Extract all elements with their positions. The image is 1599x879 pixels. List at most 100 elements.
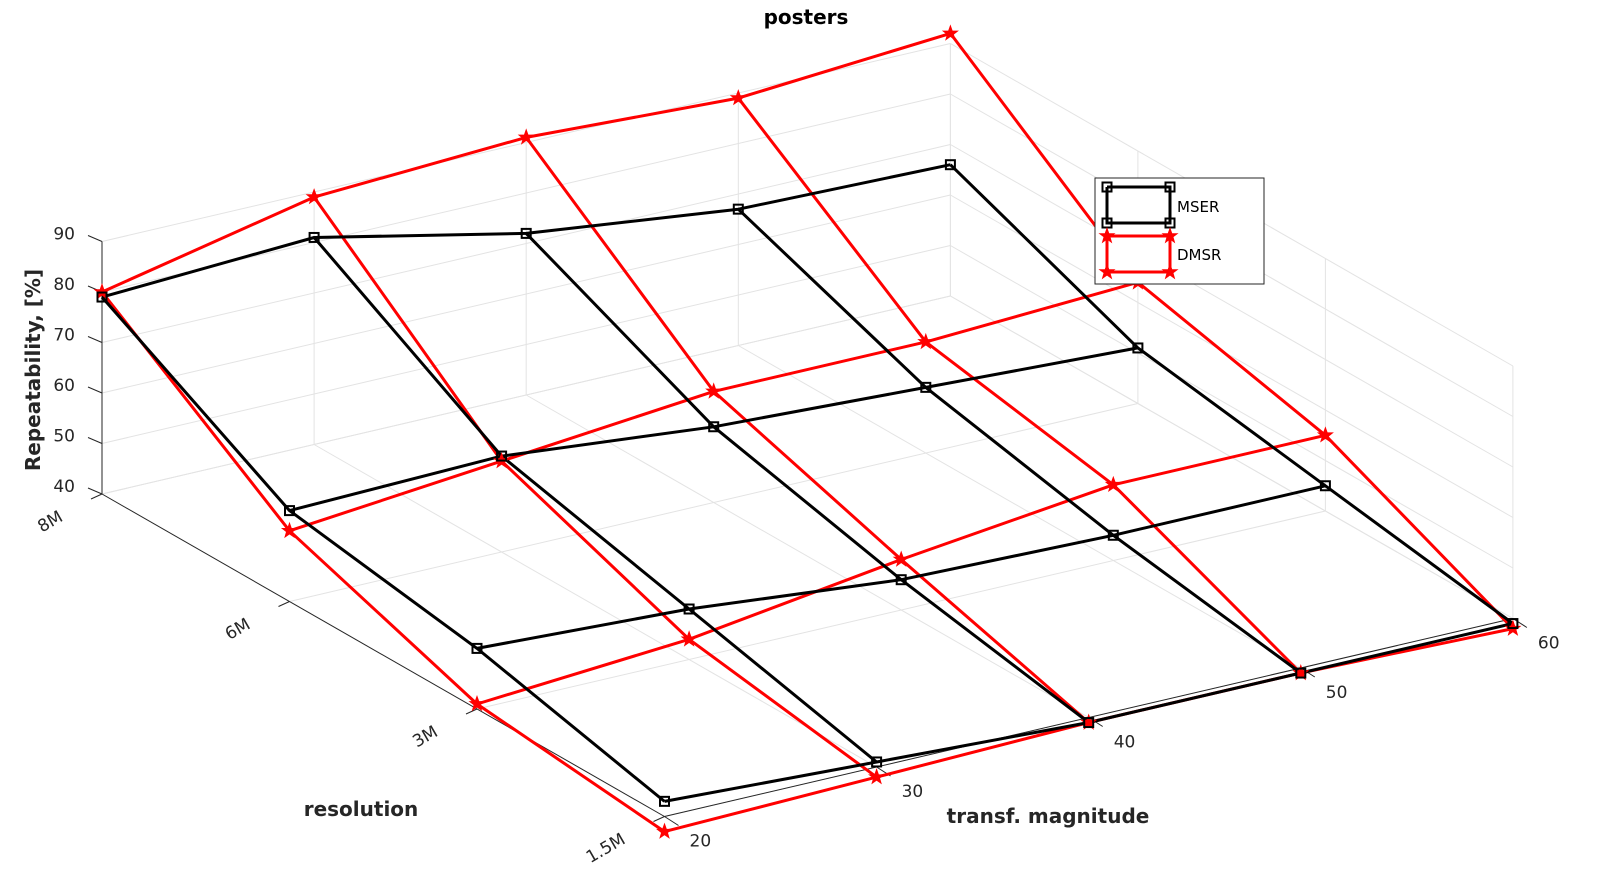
y-tick — [653, 816, 665, 822]
z-tick-label: 40 — [53, 477, 75, 497]
z-tick-label: 50 — [53, 427, 75, 447]
floor-grid-y — [289, 403, 1139, 602]
z-tick — [87, 386, 103, 394]
mser-point — [308, 231, 320, 243]
mser-row-line — [289, 346, 1139, 513]
mser-point — [496, 450, 508, 462]
mser-point — [96, 291, 108, 303]
chart-title: posters — [764, 5, 849, 29]
mser-point — [1507, 618, 1519, 630]
legend-marker-mser — [1101, 181, 1113, 193]
mser-column-line — [312, 236, 878, 764]
x-tick-label: 20 — [690, 832, 712, 852]
dmsr-point — [1316, 426, 1334, 443]
dmsr-column-line — [737, 97, 1302, 675]
x-tick-label: 40 — [1114, 733, 1136, 753]
dmsr-column-line — [524, 136, 1090, 724]
grid-lines — [101, 43, 1514, 817]
x-tick — [664, 816, 679, 826]
mser-point — [732, 203, 744, 215]
y-tick — [278, 601, 290, 607]
legend-box — [1094, 177, 1265, 285]
dmsr-point — [93, 282, 111, 300]
mser-point — [1319, 480, 1331, 492]
mser-row-line — [476, 484, 1326, 650]
axes — [87, 235, 1528, 826]
y-tick-label: 6M — [222, 615, 254, 645]
mser-point — [520, 227, 532, 239]
dmsr-point — [729, 89, 747, 106]
dmsr-point — [868, 768, 886, 785]
z-tick-label: 80 — [53, 275, 75, 295]
wall-grid-z — [101, 93, 951, 293]
wall-grid-z2 — [950, 144, 1514, 468]
markers-mser — [96, 159, 1519, 807]
mser-point — [708, 421, 720, 433]
mser-column-line — [737, 208, 1302, 675]
floor-grid-x — [525, 394, 1089, 718]
floor-grid-x — [313, 444, 877, 768]
y-tick — [90, 493, 103, 500]
marker-layer — [93, 24, 1522, 839]
z-tick-label: 60 — [53, 376, 75, 396]
mser-point — [683, 603, 695, 615]
wall-grid-z — [101, 295, 951, 495]
mser-column-line — [525, 232, 1090, 724]
legend-marker-mser — [1164, 181, 1176, 193]
y-axis-line — [101, 493, 665, 817]
legend-label-dmsr: DMSR — [1177, 246, 1221, 264]
mser-point — [659, 795, 670, 807]
mser-point — [944, 159, 956, 171]
z-axis-label: Repeatability, [%] — [21, 269, 45, 471]
dmsr-point — [892, 550, 910, 567]
wall-grid-z — [101, 144, 951, 343]
wall-grid-z2 — [950, 194, 1514, 518]
dmsr-point — [941, 24, 959, 41]
mser-point — [920, 381, 932, 393]
legend-marker-dmsr — [1161, 226, 1179, 244]
y-tick-label: 8M — [34, 507, 66, 537]
mser-point — [1132, 342, 1144, 354]
dmsr-point — [305, 188, 323, 205]
dmsr-point — [1104, 475, 1122, 493]
mser-point — [1107, 529, 1119, 541]
dmsr-point — [680, 630, 698, 647]
dmsr-point — [517, 128, 535, 145]
dmsr-point — [917, 332, 935, 350]
mser-point — [1295, 667, 1307, 679]
y-tick-label: 1.5M — [583, 830, 629, 868]
y-tick — [465, 708, 478, 715]
legend-marker-dmsr — [1098, 262, 1116, 280]
x-tick-label: 50 — [1326, 683, 1348, 703]
dmsr-point — [705, 382, 723, 399]
dmsr-point — [655, 822, 674, 839]
x-tick-label: 60 — [1538, 634, 1560, 654]
wall-grid-z — [101, 194, 951, 394]
x-tick-label: 30 — [902, 782, 924, 802]
dmsr-point — [280, 521, 299, 539]
mser-column-line — [100, 296, 666, 803]
legend-icons — [1098, 181, 1179, 280]
legend-marker-dmsr — [1161, 262, 1179, 280]
y-axis-label: resolution — [304, 797, 419, 821]
markers-dmsr — [93, 24, 1522, 839]
mser-point — [1083, 717, 1095, 729]
z-tick — [87, 437, 103, 444]
mser-column-line — [949, 163, 1514, 625]
floor-grid-y — [476, 510, 1326, 710]
x-axis-label: transf. magnitude — [947, 804, 1150, 828]
dmsr-point — [468, 695, 486, 712]
mser-point — [895, 574, 907, 586]
y-tick-label: 3M — [409, 722, 441, 752]
dmsr-row-line — [664, 627, 1514, 834]
z-tick-label: 70 — [53, 326, 75, 346]
legend-label-mser: MSER — [1177, 198, 1219, 216]
tick-labels: 40 50 60 70 80 90 8M 6M 3M 1.5M 20 30 40 50 60 — [34, 225, 1559, 868]
mser-point — [284, 505, 295, 517]
dmsr-column-line — [312, 196, 878, 779]
mser-point — [871, 756, 883, 768]
z-tick — [87, 487, 103, 495]
mser-point — [471, 642, 483, 654]
floor-grid-x — [738, 345, 1302, 669]
